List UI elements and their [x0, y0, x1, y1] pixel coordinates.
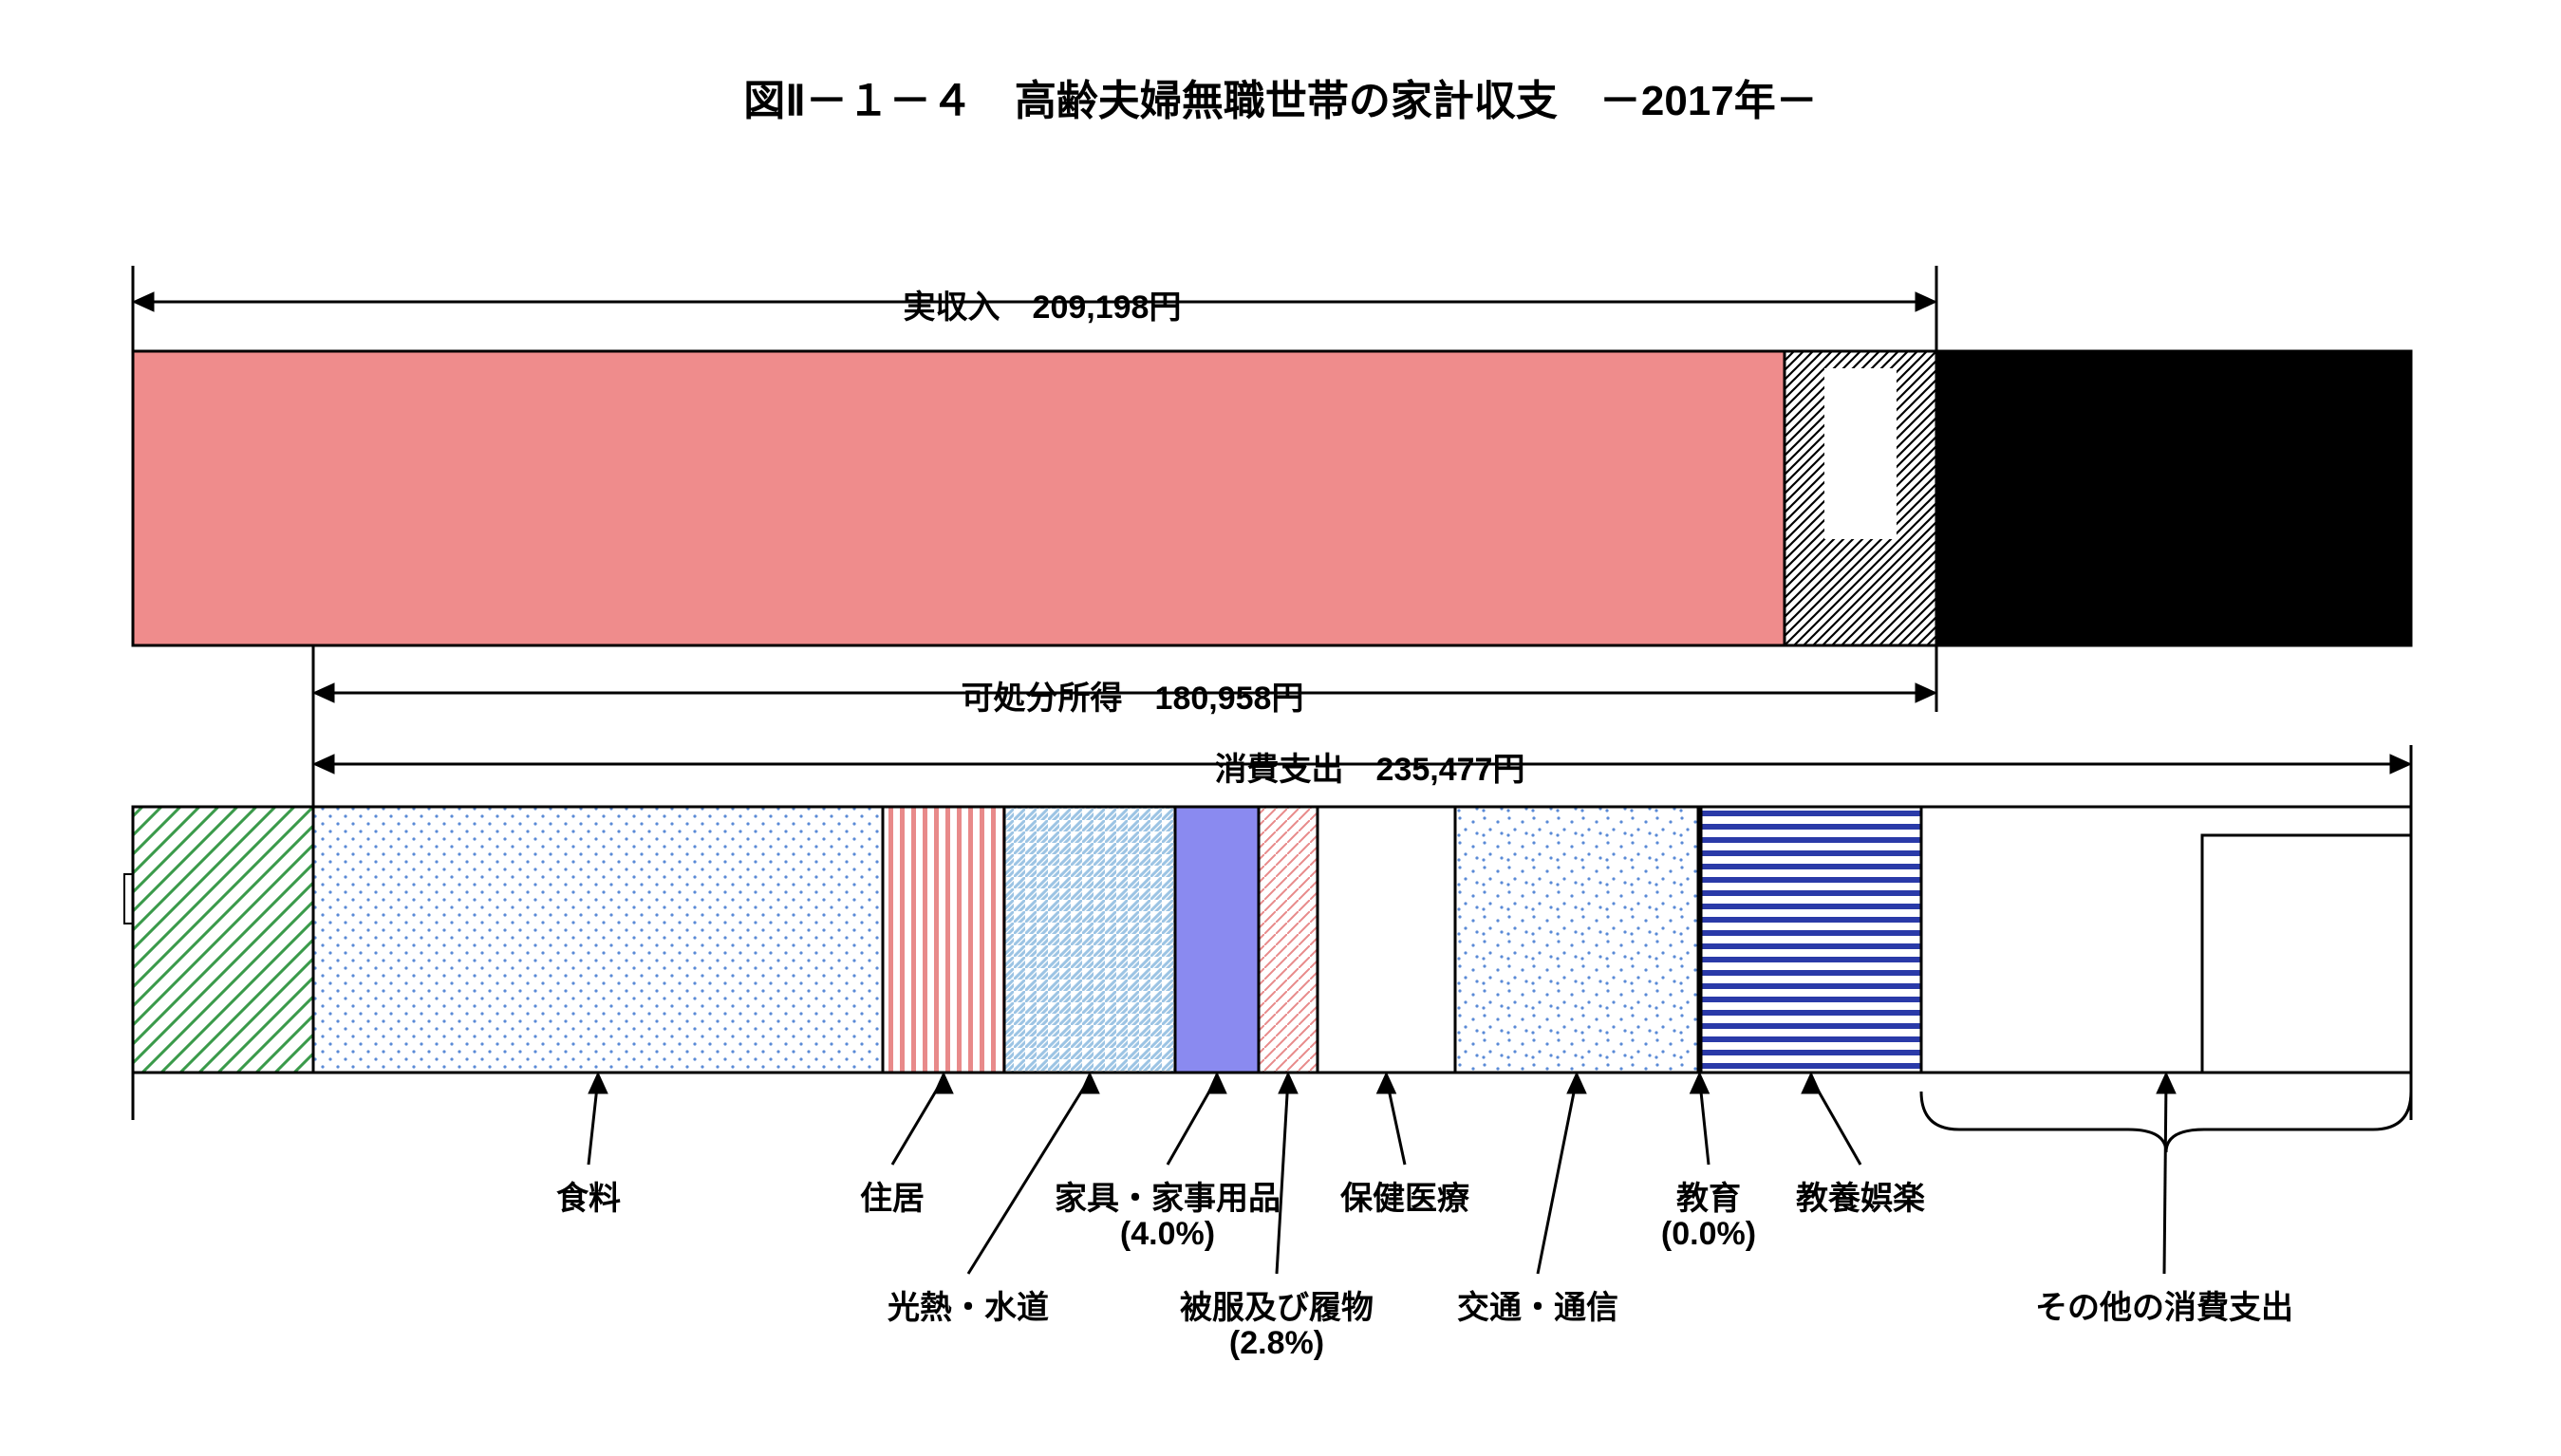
expense-transport-pct: 11.7% — [1515, 919, 1638, 956]
dimension-label: 可処分所得 180,958円 — [935, 672, 1330, 719]
income-seg-deficit-value: 54,519円 — [2069, 494, 2223, 548]
expense-food-label: 食料 — [446, 1172, 731, 1219]
dimension-label: 消費支出 235,477円 — [1172, 743, 1567, 790]
expense-education-sub: (0.0%) — [1566, 1216, 1851, 1253]
expense-other_exp-label: その他の消費支出 — [2022, 1281, 2307, 1328]
expense-health-label: 保健医療 — [1262, 1172, 1547, 1219]
expense-leisure-pct: 10.6% — [1749, 919, 1873, 956]
income-seg-deficit-label: 不足分 — [2088, 408, 2208, 462]
social-expense-pct: 11.6% — [2245, 940, 2335, 977]
expense-health-pct: 6.6% — [1325, 919, 1449, 956]
expense-leisure-label: 教養娯楽 — [1718, 1172, 2003, 1219]
expense-clothing-label: 被服及び履物 — [1134, 1281, 1419, 1328]
expense-housing-pct: 5.8% — [882, 919, 1005, 956]
expense-utilities-label: 光熱・水道 — [826, 1281, 1111, 1328]
social-expense-label: うち交際費 — [2207, 883, 2368, 929]
chart-title: 図Ⅱ－１－４ 高齢夫婦無職世帯の家計収支 －2017年－ — [0, 66, 2561, 127]
income-seg-social_security-label: 社会保障給付 191,880円 — [740, 418, 1138, 472]
expense-utilities-pct: 8.2% — [1028, 919, 1151, 956]
nonconsumption-value: 28,240円 — [133, 940, 279, 991]
dimension-label: 実収入 209,198円 — [845, 281, 1240, 327]
nonconsumption-label: 非消費支出 — [123, 873, 298, 924]
expense-furniture-sub: (4.0%) — [1025, 1216, 1310, 1253]
expense-food-pct: 27.4% — [536, 919, 660, 956]
income-seg-other_income-pct: 8.3% — [1813, 594, 1895, 631]
expense-housing-label: 住居 — [750, 1172, 1035, 1219]
income-seg-other_income-label: その他 — [1841, 378, 1888, 475]
expense-clothing-sub: (2.8%) — [1134, 1325, 1419, 1362]
income-seg-social_security-pct: 91.7% — [892, 498, 1006, 543]
expense-transport-label: 交通・通信 — [1395, 1281, 1680, 1328]
